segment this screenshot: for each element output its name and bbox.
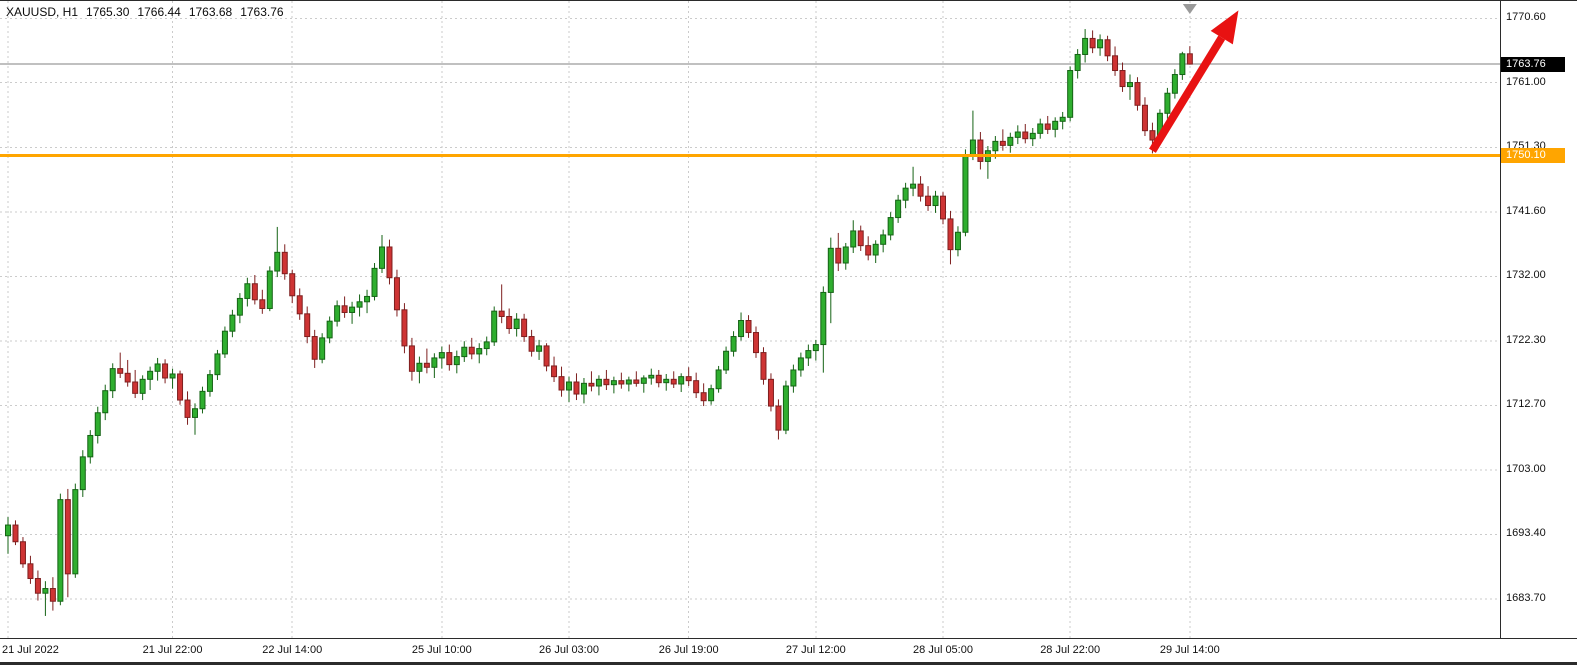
price-tick-label: 1683.70 — [1506, 592, 1546, 605]
chart-shift-marker-icon[interactable] — [1182, 4, 1197, 14]
time-tick-label: 26 Jul 03:00 — [539, 644, 599, 656]
time-tick-label: 28 Jul 22:00 — [1040, 644, 1101, 656]
ohlc-readout: XAUUSD, H1 1765.30 1766.44 1763.68 1763.… — [6, 5, 284, 19]
time-tick-label: 29 Jul 14:00 — [1159, 644, 1220, 656]
time-tick-label: 21 Jul 22:00 — [142, 644, 203, 656]
price-tick-label: 1732.00 — [1506, 269, 1546, 282]
price-axis[interactable]: 1770.60 1761.00 1751.30 1741.60 1732.00 1722.… — [1500, 1, 1577, 638]
time-tick-label: 22 Jul 14:00 — [262, 644, 323, 656]
price-tick-label: 1741.60 — [1506, 205, 1546, 218]
chart-area[interactable] — [0, 1, 1500, 638]
low-value: 1763.68 — [188, 5, 233, 19]
time-tick-label: 26 Jul 19:00 — [658, 644, 719, 656]
trend-arrow[interactable] — [1149, 10, 1239, 153]
hline-price-tag: 1750.10 — [1501, 148, 1565, 164]
close-value: 1763.76 — [240, 5, 284, 19]
high-value: 1766.44 — [137, 5, 181, 19]
symbol-period-label: XAUUSD, H1 — [6, 5, 79, 19]
price-tick-label: 1770.60 — [1506, 11, 1546, 24]
price-tick-label: 1712.70 — [1506, 398, 1546, 411]
price-tick-label: 1722.30 — [1506, 334, 1546, 347]
price-tick-label: 1703.00 — [1506, 463, 1546, 476]
current-price-tag: 1763.76 — [1501, 57, 1565, 73]
time-tick-label: 25 Jul 10:00 — [411, 644, 472, 656]
grid-lines — [0, 1, 1500, 638]
time-tick-label: 27 Jul 12:00 — [785, 644, 846, 656]
open-value: 1765.30 — [86, 5, 130, 19]
time-tick-label: 28 Jul 05:00 — [913, 644, 973, 656]
price-tick-label: 1693.40 — [1506, 527, 1546, 540]
candlestick-series — [5, 29, 1193, 616]
price-tick-label: 1761.00 — [1506, 75, 1546, 88]
time-tick-label: 21 Jul 2022 — [2, 644, 59, 656]
time-axis[interactable]: 21 Jul 2022 21 Jul 22:00 22 Jul 14:00 25 Ju… — [0, 638, 1577, 662]
